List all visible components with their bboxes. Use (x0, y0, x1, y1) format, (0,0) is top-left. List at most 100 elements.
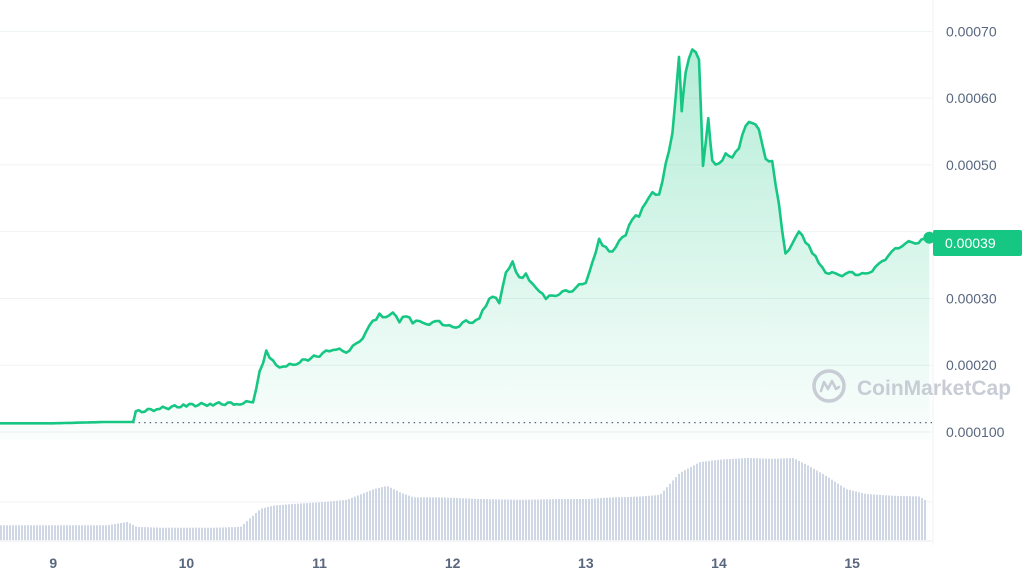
volume-bar (210, 527, 212, 540)
volume-bar (81, 525, 83, 540)
volume-bar (384, 486, 386, 540)
volume-bar (852, 490, 854, 540)
volume-bar (699, 462, 701, 540)
volume-bar (153, 527, 155, 540)
volume-bar (231, 527, 233, 540)
x-tick-label: 10 (179, 555, 195, 571)
volume-bar (738, 458, 740, 540)
volume-bar (354, 496, 356, 540)
volume-bar (513, 499, 515, 540)
volume-bar (462, 498, 464, 540)
volume-bar (759, 458, 761, 540)
volume-bar (21, 525, 23, 540)
volume-bar (603, 497, 605, 540)
volume-bar (579, 499, 581, 540)
volume-bar (549, 499, 551, 540)
volume-bar (228, 527, 230, 540)
volume-bar (258, 510, 260, 540)
volume-bar (333, 501, 335, 540)
volume-bar (684, 470, 686, 540)
volume-bar (198, 527, 200, 540)
volume-bar (537, 499, 539, 540)
volume-bar (825, 475, 827, 540)
volume-bar (63, 525, 65, 540)
volume-bar (819, 472, 821, 540)
volume-bar (897, 495, 899, 540)
volume-bar (57, 525, 59, 540)
volume-bar (534, 499, 536, 540)
volume-bar (660, 493, 662, 540)
volume-bar (810, 467, 812, 540)
volume-bar (165, 527, 167, 540)
volume-bar (501, 499, 503, 540)
volume-bar (432, 497, 434, 540)
volume-bar (714, 460, 716, 540)
volume-bar (687, 468, 689, 540)
volume-bar (126, 522, 128, 540)
volume-bar (861, 492, 863, 540)
volume-bar (828, 477, 830, 540)
volume-bar (33, 525, 35, 540)
volume-bar (741, 458, 743, 540)
volume-bar (219, 527, 221, 540)
volume-bar (351, 497, 353, 540)
volume-bar (531, 499, 533, 540)
volume-bar (903, 496, 905, 540)
volume-bar (285, 504, 287, 540)
volume-bar (186, 527, 188, 540)
volume-bar (645, 496, 647, 540)
volume-bar (429, 497, 431, 540)
volume-bar (435, 497, 437, 540)
volume-bar (75, 525, 77, 540)
volume-bar (681, 471, 683, 540)
volume-bar (420, 497, 422, 540)
volume-bar (783, 458, 785, 540)
volume-bar (168, 527, 170, 540)
volume-bar (816, 470, 818, 540)
volume-bar (585, 499, 587, 540)
volume-bar (39, 525, 41, 540)
volume-bar (213, 527, 215, 540)
volume-bar (822, 474, 824, 540)
volume-bar (78, 525, 80, 540)
volume-bar (255, 513, 257, 540)
volume-bar (147, 527, 149, 540)
volume-bar (216, 527, 218, 540)
volume-bar (405, 494, 407, 540)
volume-bar (771, 458, 773, 540)
volume-bar (54, 525, 56, 540)
volume-bar (912, 496, 914, 540)
volume-bar (69, 525, 71, 540)
volume-bar (498, 499, 500, 540)
volume-bar (672, 480, 674, 540)
volume-bar (624, 497, 626, 540)
volume-bar (450, 497, 452, 540)
volume-bar (309, 502, 311, 540)
volume-bar (336, 500, 338, 540)
volume-bar (567, 499, 569, 540)
volume-bar (519, 499, 521, 540)
volume-bar (144, 527, 146, 540)
y-tick-label: 0.00060 (946, 90, 997, 106)
volume-bar (129, 523, 131, 540)
volume-bar (630, 496, 632, 540)
volume-bar (705, 461, 707, 540)
volume-bar (96, 525, 98, 540)
volume-bar (321, 502, 323, 540)
current-price-label: 0.00039 (945, 235, 996, 251)
volume-bar (291, 504, 293, 540)
volume-bar (618, 497, 620, 540)
volume-bar (162, 527, 164, 540)
volume-bar (522, 499, 524, 540)
volume-bar (282, 504, 284, 540)
volume-bar (891, 495, 893, 540)
volume-bar (465, 498, 467, 540)
volume-bar (414, 497, 416, 540)
volume-bar (393, 489, 395, 540)
volume-bar (801, 462, 803, 540)
volume-bar (648, 495, 650, 540)
volume-bar (222, 527, 224, 540)
volume-bar (639, 496, 641, 540)
volume-bar (438, 497, 440, 540)
